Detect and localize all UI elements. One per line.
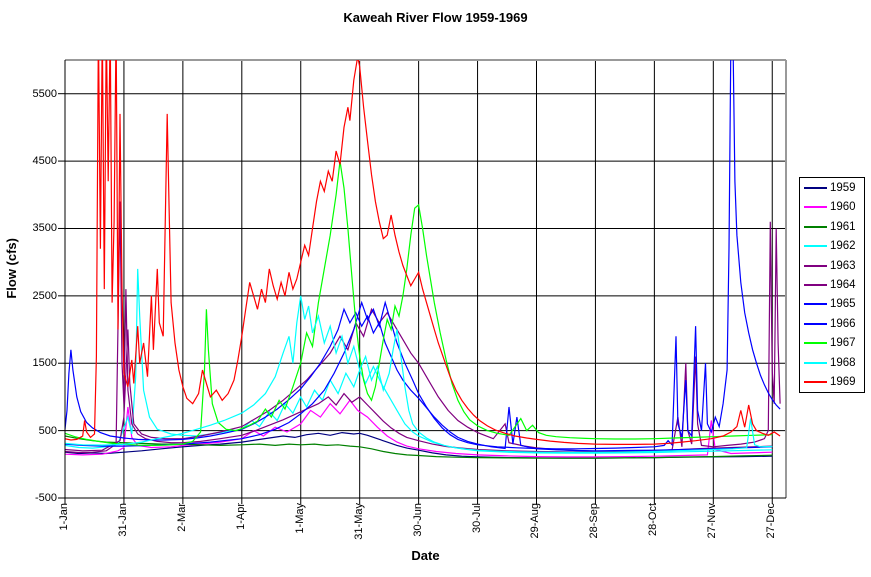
legend-label: 1967	[830, 337, 856, 350]
legend-label: 1965	[830, 298, 856, 311]
legend-label: 1962	[830, 240, 856, 253]
legend-label: 1960	[830, 201, 856, 214]
legend-item-1959: 1959	[800, 182, 864, 194]
legend-label: 1968	[830, 356, 856, 369]
x-tick-label: 28-Oct	[647, 503, 660, 537]
y-tick-label: 1500	[32, 357, 57, 370]
x-tick-label: 31-Jan	[116, 503, 129, 537]
legend-label: 1963	[830, 259, 856, 272]
legend-item-1963: 1963	[800, 260, 864, 272]
legend-line-swatch	[804, 361, 827, 364]
legend-item-1969: 1969	[800, 376, 864, 388]
legend-line-swatch	[804, 186, 827, 189]
series-line-1965	[65, 307, 773, 452]
legend-line-swatch	[804, 264, 827, 267]
x-axis-title: Date	[411, 548, 440, 563]
series-line-1968	[65, 295, 773, 453]
x-tick-label: 2-Mar	[175, 503, 188, 532]
y-tick-label: 5500	[32, 87, 57, 100]
x-tick-label: 30-Jun	[411, 503, 424, 537]
series-line-1967	[65, 161, 773, 447]
x-tick-label: 1-May	[293, 503, 306, 534]
series-line-1962	[65, 268, 773, 454]
x-tick-label: 1-Jan	[58, 503, 70, 531]
legend-line-swatch	[804, 283, 827, 286]
x-tick-label: 27-Nov	[706, 503, 719, 539]
legend: 1959 1960 1961 1962 1963 1964 1965 1966 1967 1968…	[799, 177, 865, 393]
chart-title: Kaweah River Flow 1959-1969	[343, 10, 528, 25]
legend-line-swatch	[804, 206, 827, 209]
legend-item-1962: 1962	[800, 240, 864, 252]
legend-label: 1961	[830, 220, 856, 233]
legend-line-swatch	[804, 225, 827, 228]
y-tick-label: 3500	[32, 222, 57, 235]
legend-item-1964: 1964	[800, 279, 864, 291]
y-tick-label: 2500	[32, 289, 57, 302]
legend-label: 1966	[830, 317, 856, 330]
series-line-1964	[65, 201, 781, 454]
y-tick-label: 500	[38, 424, 57, 437]
legend-label: 1969	[830, 376, 856, 389]
legend-line-swatch	[804, 381, 827, 384]
legend-item-1961: 1961	[800, 221, 864, 233]
legend-line-swatch	[804, 342, 827, 345]
legend-item-1968: 1968	[800, 357, 864, 369]
series-line-1961	[65, 435, 773, 459]
series-line-1966	[65, 60, 781, 450]
x-tick-label: 27-Dec	[765, 503, 778, 539]
legend-item-1967: 1967	[800, 337, 864, 349]
legend-item-1965: 1965	[800, 298, 864, 310]
legend-item-1966: 1966	[800, 318, 864, 330]
legend-line-swatch	[804, 245, 827, 248]
legend-label: 1964	[830, 278, 856, 291]
x-tick-label: 30-Jul	[470, 503, 483, 533]
legend-label: 1959	[830, 181, 856, 194]
series-line-1969	[65, 60, 781, 445]
x-tick-label: 28-Sep	[588, 503, 601, 539]
y-tick-label: -500	[34, 492, 57, 504]
y-tick-label: 4500	[32, 155, 57, 168]
x-tick-label: 29-Aug	[529, 503, 542, 539]
x-tick-label: 1-Apr	[234, 503, 247, 530]
legend-line-swatch	[804, 322, 827, 325]
legend-line-swatch	[804, 303, 827, 306]
x-tick-label: 31-May	[352, 503, 365, 540]
legend-item-1960: 1960	[800, 201, 864, 213]
